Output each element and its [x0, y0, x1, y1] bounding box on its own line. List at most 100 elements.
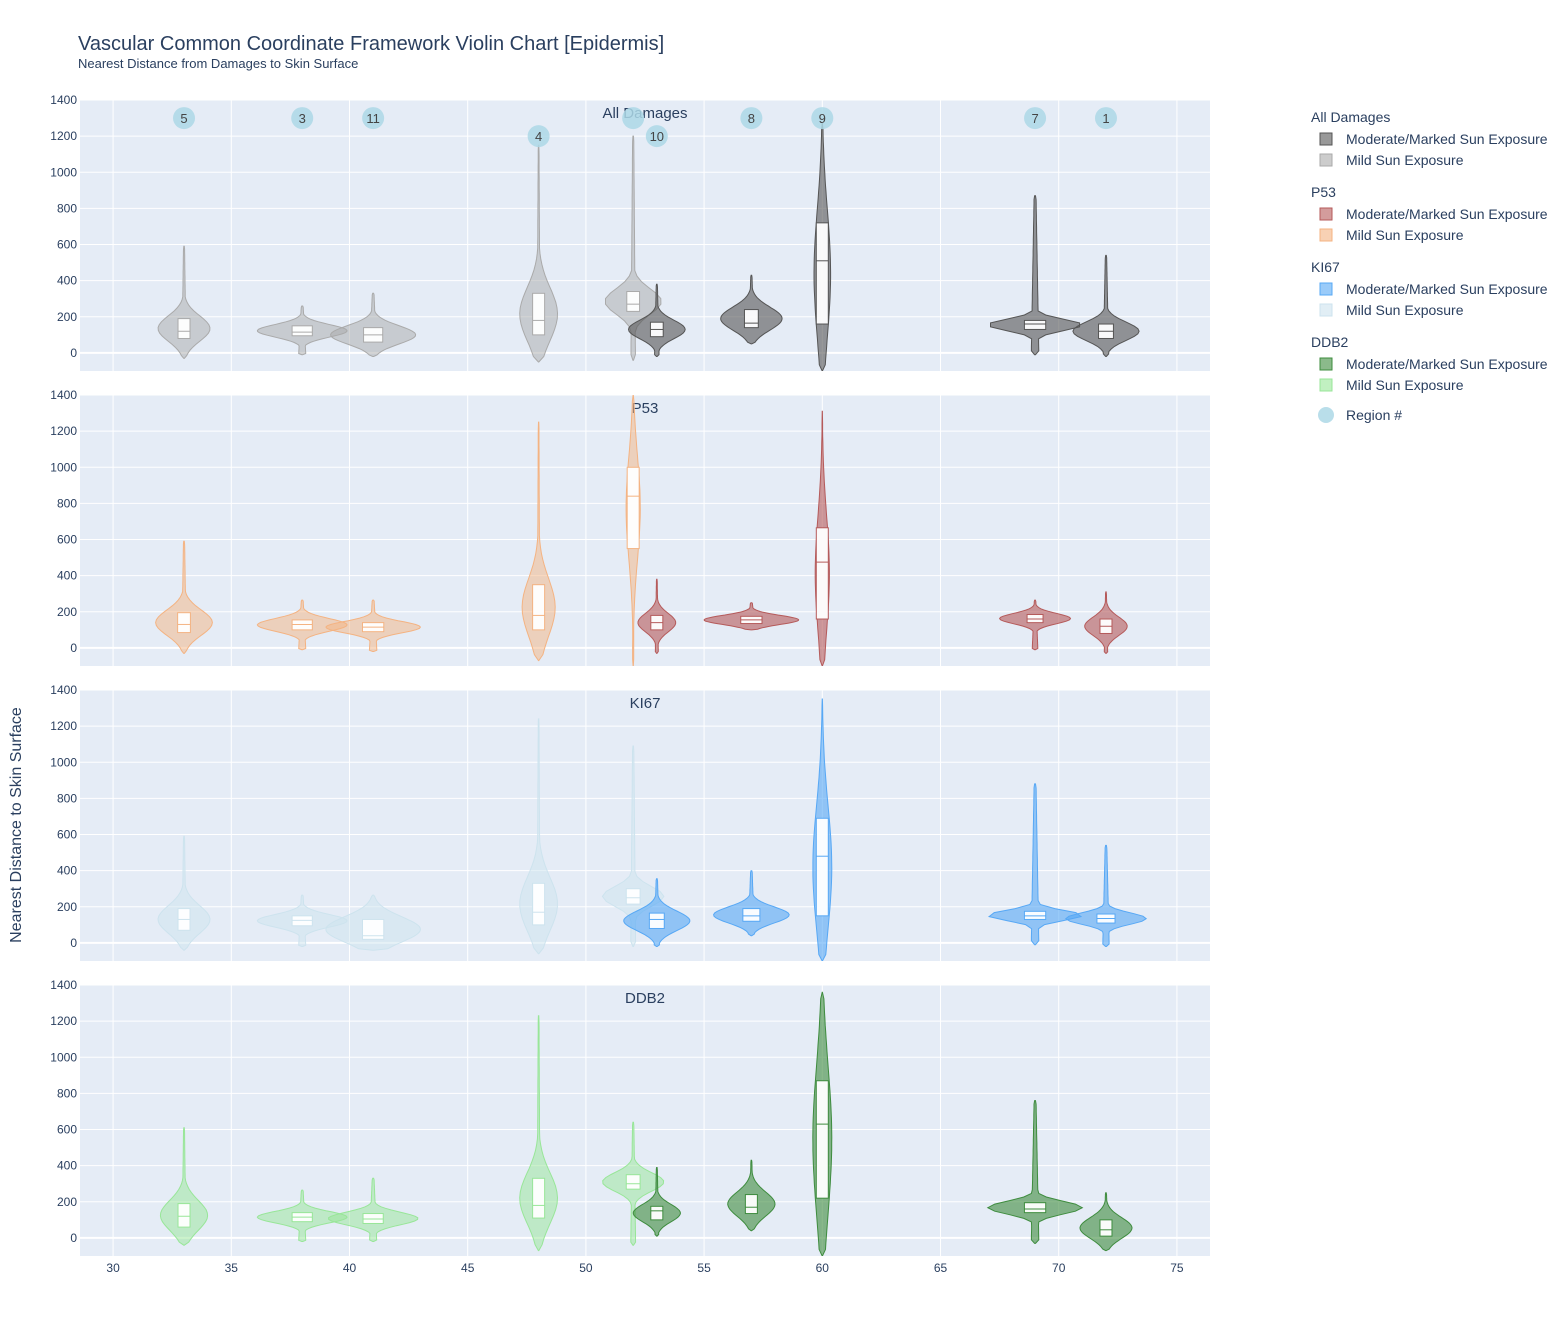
legend-swatch	[1319, 207, 1333, 221]
legend-item-label: Mild Sun Exposure	[1346, 152, 1464, 168]
region-circle	[622, 107, 645, 130]
y-tick-label: 800	[57, 201, 77, 215]
legend-item-label: Moderate/Marked Sun Exposure	[1346, 281, 1548, 297]
violins	[159, 991, 1133, 1256]
y-tick-label: 600	[57, 1123, 77, 1137]
legend-region-label: Region #	[1346, 407, 1402, 423]
y-tick-label: 0	[70, 641, 77, 655]
violin-box	[1099, 1219, 1113, 1237]
legend-item-label: Mild Sun Exposure	[1346, 377, 1464, 393]
panel-title: KI67	[630, 695, 661, 712]
violin-body	[155, 540, 213, 654]
violin-body	[157, 245, 211, 359]
violin-box	[815, 1080, 829, 1199]
x-tick-label: 65	[934, 1261, 948, 1275]
violin-body	[990, 195, 1081, 356]
region-marker: 9	[811, 107, 834, 130]
y-tick-label: 1200	[50, 129, 77, 143]
y-tick-label: 0	[70, 1231, 77, 1245]
region-marker: 1	[1094, 107, 1117, 130]
legend-swatch	[1319, 132, 1333, 146]
y-tick-label: 1200	[50, 719, 77, 733]
y-tick-label: 200	[57, 900, 77, 914]
violin-box	[625, 1174, 641, 1190]
y-axis-label: Nearest Distance to Skin Surface	[8, 707, 25, 943]
region-label: 1	[1102, 111, 1109, 126]
violin-body	[632, 1167, 681, 1237]
y-tick-label: 200	[57, 1195, 77, 1209]
violin-box	[532, 292, 546, 336]
legend-group-title: All Damages	[1311, 109, 1390, 125]
panel-title: All Damages	[602, 105, 687, 122]
y-tick-label: 800	[57, 791, 77, 805]
violin-box	[815, 817, 829, 917]
legend-group-title: P53	[1311, 184, 1336, 200]
region-marker: 8	[740, 107, 763, 130]
violin-body	[521, 421, 556, 662]
violin-body	[601, 745, 665, 947]
region-marker: 3	[291, 107, 314, 130]
x-tick-label: 35	[225, 1261, 239, 1275]
y-tick-label: 200	[57, 605, 77, 619]
violin-box	[744, 1194, 758, 1215]
region-circle	[740, 107, 763, 130]
y-tick-label: 1000	[50, 165, 77, 179]
y-tick-label: 1000	[50, 755, 77, 769]
y-tick-label: 1400	[50, 93, 77, 107]
y-tick-label: 1000	[50, 1050, 77, 1064]
legend-swatch	[1319, 357, 1333, 371]
violin-body	[605, 135, 662, 361]
panel-p53: 0 200 400 600 800 1000 1200 1400 P53	[50, 388, 1210, 666]
legend-group-title: DDB2	[1311, 334, 1349, 350]
y-tick-label: 1200	[50, 1014, 77, 1028]
chart-subtitle: Nearest Distance from Damages to Skin Su…	[78, 56, 358, 71]
violin-box	[532, 882, 546, 926]
y-tick-label: 600	[57, 828, 77, 842]
region-marker	[622, 107, 645, 130]
violin-box	[532, 1177, 546, 1219]
region-circle	[811, 107, 834, 130]
y-tick-label: 200	[57, 310, 77, 324]
y-tick-label: 600	[57, 238, 77, 252]
violins	[157, 698, 1148, 961]
region-label: 8	[748, 111, 755, 126]
region-label: 9	[819, 111, 826, 126]
panel-title: DDB2	[625, 990, 665, 1007]
region-label: 11	[366, 111, 380, 126]
y-tick-label: 800	[57, 1086, 77, 1100]
legend-item-label: Moderate/Marked Sun Exposure	[1346, 131, 1548, 147]
region-marker: 7	[1024, 107, 1047, 130]
violin-box	[648, 912, 665, 929]
y-tick-label: 400	[57, 274, 77, 288]
region-circle	[1024, 107, 1047, 130]
region-label: 4	[535, 129, 542, 144]
violin-body	[627, 283, 686, 357]
violin-box	[815, 527, 829, 620]
violin-body	[519, 718, 558, 955]
violin-box	[815, 222, 829, 325]
region-circle	[291, 107, 314, 130]
region-circle	[362, 107, 385, 130]
legend-item-label: Mild Sun Exposure	[1346, 302, 1464, 318]
violin-box	[743, 309, 759, 329]
region-marker: 10	[645, 125, 668, 148]
legend-group-title: KI67	[1311, 259, 1340, 275]
region-marker: 4	[527, 125, 550, 148]
panel-ddb2: 0 200 400 600 800 1000 1200 1400 DDB2 30 35 40 45 50 5…	[50, 978, 1210, 1275]
region-circle	[173, 107, 196, 130]
panel-ki67: 0 200 400 600 800 1000 1200 1400 KI67	[50, 683, 1210, 961]
legend-item-label: Mild Sun Exposure	[1346, 227, 1464, 243]
violin-box	[362, 918, 385, 940]
violin-body	[519, 1015, 559, 1252]
violin-body	[713, 870, 790, 937]
violin-body	[330, 292, 417, 357]
x-tick-label: 40	[343, 1261, 357, 1275]
violin-box	[650, 1205, 664, 1221]
panel-title: P53	[632, 400, 659, 417]
legend-swatch	[1319, 153, 1333, 167]
x-tick-label: 30	[106, 1261, 120, 1275]
violin-box	[626, 291, 641, 312]
x-tick-label: 45	[461, 1261, 475, 1275]
